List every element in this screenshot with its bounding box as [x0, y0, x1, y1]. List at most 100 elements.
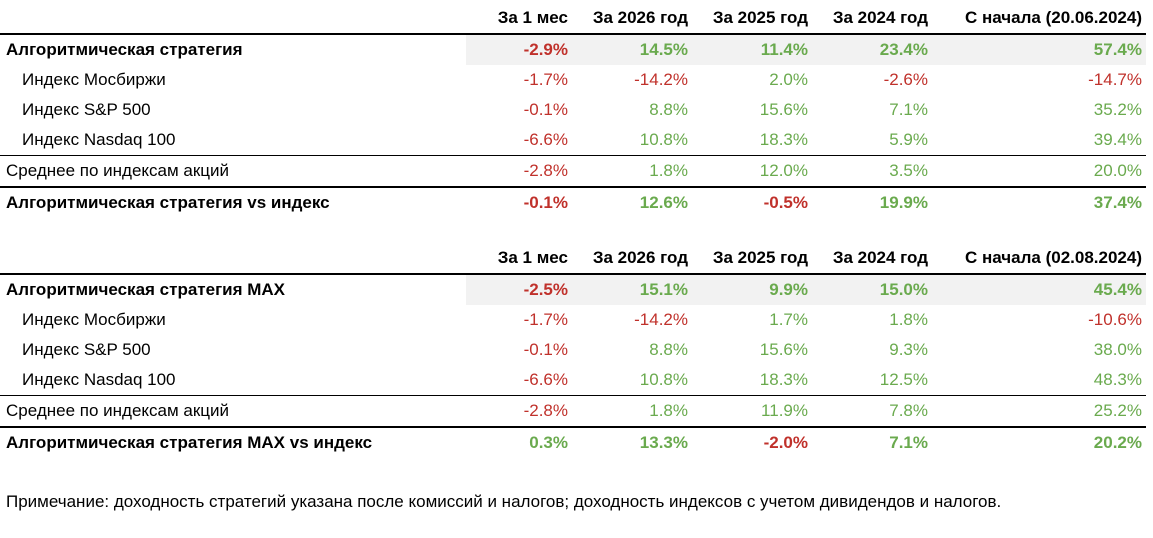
- value-cell: -0.1%: [523, 100, 568, 119]
- value-cell: -2.9%: [466, 34, 572, 65]
- value-cell: 9.3%: [889, 340, 928, 359]
- value-cell: -14.2%: [634, 310, 688, 329]
- header-1-month: За 1 мес: [497, 8, 568, 27]
- footnote: Примечание: доходность стратегий указана…: [6, 492, 1002, 511]
- value-cell: 10.8%: [639, 130, 688, 149]
- value-cell: 38.0%: [1093, 340, 1142, 359]
- index-row-sp500: Индекс S&P 500 -0.1% 8.8% 15.6% 9.3% 38.…: [0, 335, 1146, 365]
- index-row-moex: Индекс Мосбиржи -1.7% -14.2% 1.7% 1.8% -…: [0, 305, 1146, 335]
- value-cell: -0.1%: [523, 340, 568, 359]
- value-cell: -0.1%: [523, 193, 568, 212]
- value-cell: 18.3%: [759, 130, 808, 149]
- value-cell: -2.6%: [883, 70, 928, 89]
- row-label: Алгоритмическая стратегия vs индекс: [6, 193, 330, 212]
- value-cell: 3.5%: [889, 161, 928, 180]
- row-label: Алгоритмическая стратегия: [6, 40, 243, 59]
- row-label: Индекс S&P 500: [22, 340, 151, 359]
- value-cell: 7.1%: [889, 100, 928, 119]
- value-cell: 57.4%: [932, 34, 1146, 65]
- value-cell: 19.9%: [879, 193, 928, 212]
- row-label: Алгоритмическая стратегия MAX: [6, 280, 286, 299]
- value-cell: 1.8%: [649, 161, 688, 180]
- value-cell: 25.2%: [1093, 401, 1142, 420]
- header-2025: За 2025 год: [712, 248, 808, 267]
- table-header-row: За 1 мес За 2026 год За 2025 год За 2024…: [0, 3, 1146, 34]
- index-row-nasdaq100: Индекс Nasdaq 100 -6.6% 10.8% 18.3% 12.5…: [0, 365, 1146, 396]
- value-cell: 9.9%: [692, 274, 812, 305]
- value-cell: -10.6%: [1088, 310, 1142, 329]
- value-cell: 15.6%: [759, 340, 808, 359]
- returns-table-strategy: За 1 мес За 2026 год За 2025 год За 2024…: [0, 3, 1146, 218]
- value-cell: -2.5%: [466, 274, 572, 305]
- value-cell: 12.0%: [759, 161, 808, 180]
- row-label: Индекс Мосбиржи: [22, 70, 166, 89]
- value-cell: 35.2%: [1093, 100, 1142, 119]
- value-cell: 37.4%: [1093, 193, 1142, 212]
- index-row-sp500: Индекс S&P 500 -0.1% 8.8% 15.6% 7.1% 35.…: [0, 95, 1146, 125]
- value-cell: 11.9%: [761, 401, 808, 420]
- value-cell: 20.2%: [1093, 433, 1142, 452]
- header-2026: За 2026 год: [592, 248, 688, 267]
- row-label: Среднее по индексам акций: [6, 161, 230, 180]
- table-header-row: За 1 мес За 2026 год За 2025 год За 2024…: [0, 243, 1146, 274]
- header-since-inception: С начала (20.06.2024): [964, 8, 1142, 27]
- header-2025: За 2025 год: [712, 8, 808, 27]
- value-cell: 45.4%: [932, 274, 1146, 305]
- value-cell: -0.5%: [763, 193, 808, 212]
- average-row: Среднее по индексам акций -2.8% 1.8% 12.…: [0, 155, 1146, 188]
- header-2024: За 2024 год: [832, 8, 928, 27]
- value-cell: 8.8%: [649, 340, 688, 359]
- value-cell: 7.1%: [889, 433, 928, 452]
- strategy-vs-index-row: Алгоритмическая стратегия MAX vs индекс …: [0, 427, 1146, 458]
- row-label: Среднее по индексам акций: [6, 401, 230, 420]
- row-label: Индекс Мосбиржи: [22, 310, 166, 329]
- returns-table-strategy-max: За 1 мес За 2026 год За 2025 год За 2024…: [0, 243, 1146, 458]
- header-2024: За 2024 год: [832, 248, 928, 267]
- row-label: Алгоритмическая стратегия MAX vs индекс: [6, 433, 373, 452]
- strategy-row: Алгоритмическая стратегия MAX -2.5% 15.1…: [0, 274, 1146, 305]
- value-cell: -6.6%: [523, 370, 568, 389]
- value-cell: 15.0%: [812, 274, 932, 305]
- value-cell: 1.8%: [889, 310, 928, 329]
- value-cell: 11.4%: [692, 34, 812, 65]
- value-cell: -2.8%: [523, 401, 568, 420]
- value-cell: 7.8%: [889, 401, 928, 420]
- header-since-inception: С начала (02.08.2024): [964, 248, 1142, 267]
- value-cell: 15.1%: [572, 274, 692, 305]
- value-cell: -14.2%: [634, 70, 688, 89]
- value-cell: 48.3%: [1093, 370, 1142, 389]
- value-cell: 2.0%: [769, 70, 808, 89]
- value-cell: -14.7%: [1088, 70, 1142, 89]
- value-cell: 39.4%: [1093, 130, 1142, 149]
- row-label: Индекс Nasdaq 100: [22, 130, 176, 149]
- value-cell: -1.7%: [523, 70, 568, 89]
- header-cell-empty: [0, 243, 466, 274]
- average-row: Среднее по индексам акций -2.8% 1.8% 11.…: [0, 395, 1146, 428]
- header-cell-empty: [0, 3, 466, 34]
- value-cell: -1.7%: [523, 310, 568, 329]
- value-cell: 8.8%: [649, 100, 688, 119]
- index-row-moex: Индекс Мосбиржи -1.7% -14.2% 2.0% -2.6% …: [0, 65, 1146, 95]
- value-cell: 20.0%: [1093, 161, 1142, 180]
- value-cell: -6.6%: [523, 130, 568, 149]
- value-cell: 0.3%: [529, 433, 568, 452]
- index-row-nasdaq100: Индекс Nasdaq 100 -6.6% 10.8% 18.3% 5.9%…: [0, 125, 1146, 156]
- strategy-vs-index-row: Алгоритмическая стратегия vs индекс -0.1…: [0, 187, 1146, 218]
- value-cell: 10.8%: [639, 370, 688, 389]
- value-cell: 1.8%: [649, 401, 688, 420]
- value-cell: 12.6%: [639, 193, 688, 212]
- value-cell: 5.9%: [889, 130, 928, 149]
- value-cell: 14.5%: [572, 34, 692, 65]
- header-2026: За 2026 год: [592, 8, 688, 27]
- value-cell: -2.0%: [763, 433, 808, 452]
- value-cell: 12.5%: [879, 370, 928, 389]
- row-label: Индекс Nasdaq 100: [22, 370, 176, 389]
- row-label: Индекс S&P 500: [22, 100, 151, 119]
- value-cell: 13.3%: [639, 433, 688, 452]
- value-cell: 1.7%: [769, 310, 808, 329]
- value-cell: 18.3%: [759, 370, 808, 389]
- header-1-month: За 1 мес: [497, 248, 568, 267]
- value-cell: -2.8%: [523, 161, 568, 180]
- value-cell: 15.6%: [759, 100, 808, 119]
